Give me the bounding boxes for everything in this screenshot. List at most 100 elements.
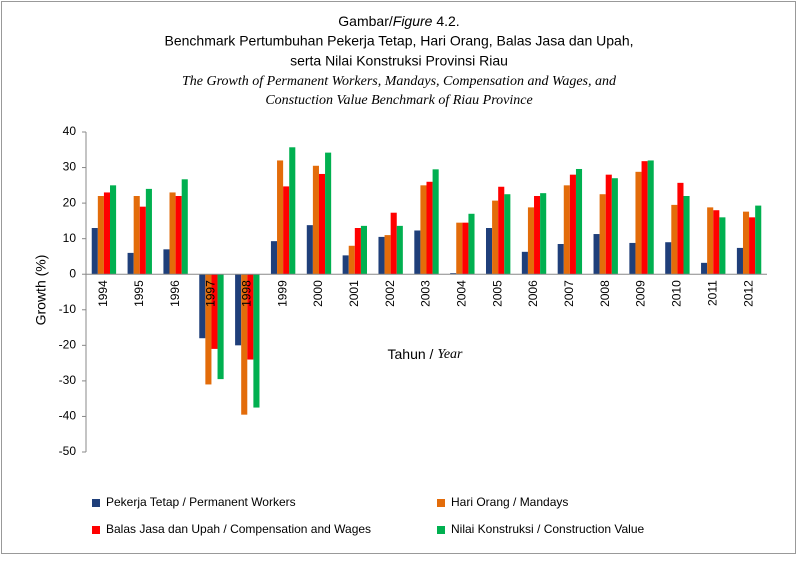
bar bbox=[713, 210, 720, 275]
bar bbox=[169, 192, 176, 275]
bar bbox=[306, 225, 313, 275]
bar bbox=[683, 196, 690, 275]
bar bbox=[241, 274, 248, 415]
chart-subtitle: Constuction Value Benchmark of Riau Prov… bbox=[265, 93, 532, 108]
y-tick-label: -10 bbox=[59, 302, 77, 316]
y-tick-label: 30 bbox=[63, 160, 77, 174]
bar bbox=[277, 160, 284, 275]
bar bbox=[563, 185, 570, 275]
bar bbox=[312, 165, 319, 275]
bar bbox=[742, 211, 750, 275]
y-tick-label: -50 bbox=[59, 444, 77, 458]
chart-title: Gambar/Figure 4.2. bbox=[338, 13, 459, 29]
bar bbox=[707, 207, 714, 275]
bar bbox=[629, 242, 636, 275]
legend-swatch bbox=[92, 526, 100, 534]
bar bbox=[247, 274, 254, 360]
bar bbox=[270, 241, 278, 275]
bar bbox=[755, 205, 762, 275]
bar bbox=[450, 273, 457, 275]
bar bbox=[342, 255, 349, 275]
bar bbox=[540, 193, 547, 275]
bar bbox=[504, 194, 511, 275]
bar bbox=[325, 152, 332, 275]
x-tick-label: 2011 bbox=[705, 280, 719, 306]
x-tick-label: 1994 bbox=[96, 280, 110, 307]
y-axis-label: Growth (%) bbox=[33, 255, 49, 326]
bar bbox=[677, 182, 684, 275]
bar bbox=[175, 196, 182, 275]
bar bbox=[671, 204, 678, 275]
legend-label: Nilai Konstruksi / Construction Value bbox=[451, 522, 645, 536]
bar bbox=[749, 217, 756, 275]
bar bbox=[432, 169, 439, 275]
bar bbox=[641, 161, 648, 275]
bar bbox=[462, 222, 469, 275]
legend-label: Pekerja Tetap / Permanent Workers bbox=[106, 495, 296, 509]
bar bbox=[205, 274, 212, 385]
bar bbox=[420, 185, 427, 275]
bar bbox=[211, 274, 218, 349]
bar bbox=[396, 225, 403, 275]
x-tick-label: 2005 bbox=[490, 280, 504, 307]
bar bbox=[456, 222, 463, 275]
bar bbox=[217, 274, 224, 380]
chart-title: Benchmark Pertumbuhan Pekerja Tetap, Har… bbox=[165, 33, 634, 49]
bar bbox=[593, 234, 600, 275]
bar bbox=[235, 274, 242, 346]
bar bbox=[557, 244, 564, 275]
x-tick-label: 1997 bbox=[204, 280, 218, 307]
x-tick-label: 2008 bbox=[598, 280, 612, 307]
bar bbox=[360, 225, 368, 275]
bar bbox=[378, 236, 385, 275]
bar bbox=[283, 186, 290, 275]
bar bbox=[181, 179, 188, 275]
bar bbox=[97, 196, 104, 275]
bar bbox=[133, 196, 140, 275]
bar bbox=[110, 185, 117, 275]
bar bbox=[426, 181, 433, 275]
bar bbox=[348, 245, 355, 275]
legend-label: Balas Jasa dan Upah / Compensation and W… bbox=[106, 522, 371, 536]
bar bbox=[701, 262, 708, 275]
x-tick-label: 2001 bbox=[347, 280, 361, 307]
bar bbox=[289, 147, 296, 275]
bar bbox=[527, 207, 535, 275]
bar bbox=[199, 274, 206, 339]
bar bbox=[354, 228, 361, 275]
y-tick-label: -30 bbox=[59, 373, 77, 387]
bar bbox=[163, 249, 170, 275]
y-tick-label: 20 bbox=[63, 195, 77, 209]
x-tick-label: 1996 bbox=[168, 280, 182, 307]
bar bbox=[318, 173, 326, 275]
bar bbox=[390, 212, 397, 275]
bar bbox=[736, 247, 743, 275]
legend-label: Hari Orang / Mandays bbox=[451, 495, 568, 509]
x-tick-label: 2003 bbox=[419, 280, 433, 307]
bar bbox=[139, 206, 146, 275]
x-axis-label: Tahun / Year bbox=[388, 346, 464, 363]
x-tick-label: 2010 bbox=[670, 280, 684, 307]
x-tick-label: 2009 bbox=[634, 280, 648, 307]
y-tick-label: 0 bbox=[69, 266, 76, 280]
bar bbox=[253, 274, 260, 408]
chart-subtitle: The Growth of Permanent Workers, Mandays… bbox=[182, 74, 617, 89]
legend-swatch bbox=[92, 499, 100, 507]
y-tick-label: -40 bbox=[59, 409, 77, 423]
x-tick-label: 1999 bbox=[275, 280, 289, 307]
bar bbox=[485, 228, 493, 275]
bar bbox=[647, 160, 654, 275]
bar bbox=[103, 192, 111, 275]
bar bbox=[605, 174, 612, 275]
bar bbox=[599, 194, 606, 275]
legend-swatch bbox=[437, 526, 445, 534]
bar bbox=[91, 228, 98, 275]
bar bbox=[384, 235, 391, 275]
y-tick-label: 40 bbox=[63, 124, 77, 138]
legend-swatch bbox=[437, 499, 445, 507]
bar bbox=[145, 188, 152, 275]
x-tick-label: 2006 bbox=[526, 280, 540, 307]
bar bbox=[468, 213, 475, 275]
